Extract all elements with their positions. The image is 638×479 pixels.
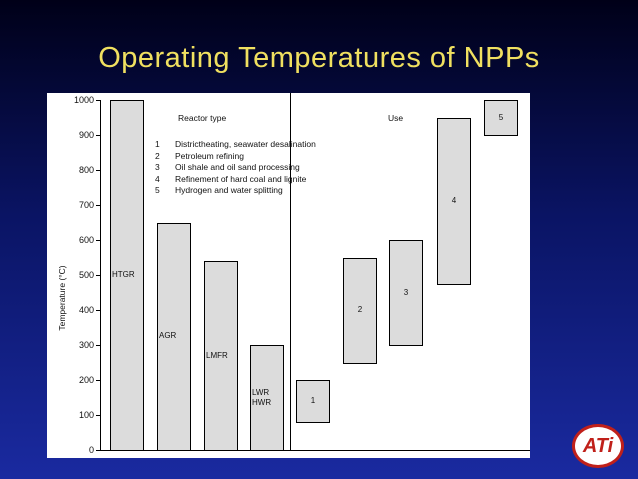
divider [290,93,291,450]
legend-key: 4 [155,173,160,184]
legend-text: Refinement of hard coal and lignite [175,173,307,184]
y-tick-label: 1000 [73,95,94,105]
group-label: Reactor type [178,113,227,123]
range-bar [296,380,330,423]
range-bar [110,100,144,451]
y-tick-label: 400 [78,305,94,315]
tick-mark [96,450,100,451]
legend-key: 5 [155,185,160,195]
bar-label: 4 [451,195,457,205]
bar-label: AGR [159,331,177,341]
range-bar [250,345,284,451]
y-tick-label: 900 [78,130,94,140]
y-tick-label: 0 [88,445,94,455]
legend-text: Petroleum refining [175,150,244,161]
range-bar [484,100,518,136]
range-bar [343,257,377,364]
legend-text: Districtheating, seawater desalination [175,139,316,149]
y-axis-label: Temperature (°C) [57,265,67,331]
tick-mark [96,380,100,381]
y-axis [100,100,101,450]
bar-label: LWR HWR [252,387,272,407]
x-axis [100,450,530,451]
bar-label: LMFR [206,350,228,360]
tick-mark [96,205,100,206]
chart: Temperature (°C) 0 100 200 300 400 500 600 700 80… [47,93,530,458]
range-bar [157,222,191,451]
tick-mark [96,135,100,136]
tick-mark [96,100,100,101]
tick-mark [96,310,100,311]
logo: ATi [572,424,624,468]
legend-text: Hydrogen and water splitting [175,185,283,195]
slide-title: Operating Temperatures of NPPs [98,42,540,74]
y-tick-label: 600 [78,235,94,245]
tick-mark [96,345,100,346]
bar-label: 3 [403,287,409,297]
bar-label: 1 [310,396,316,405]
y-tick-label: 800 [78,165,94,175]
bar-label: 5 [498,112,504,122]
legend-text: Oil shale and oil sand processing [175,162,300,172]
legend-key: 2 [155,150,160,161]
tick-mark [96,275,100,276]
bar-label: HTGR [112,270,135,279]
legend-key: 1 [155,139,160,149]
range-bar [437,117,471,285]
range-bar [204,261,238,451]
y-tick-label: 300 [78,340,94,350]
tick-mark [96,170,100,171]
bar-label: 2 [357,305,363,314]
y-tick-label: 100 [78,410,94,420]
legend-key: 3 [155,162,160,172]
y-tick-label: 700 [78,200,94,210]
y-tick-label: 200 [78,375,94,385]
tick-mark [96,415,100,416]
range-bar [389,240,423,346]
group-label: Use [388,113,404,123]
tick-mark [96,240,100,241]
y-tick-label: 500 [78,270,94,280]
